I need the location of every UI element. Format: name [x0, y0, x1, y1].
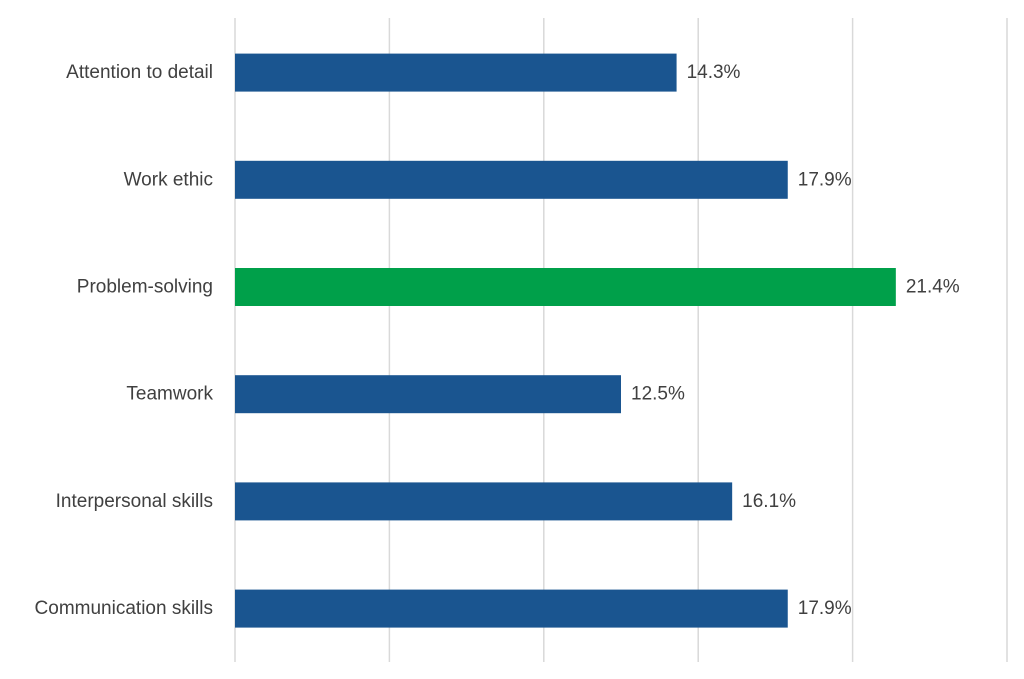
gridlines	[234, 18, 1008, 662]
bar-2	[235, 268, 896, 306]
category-labels: Attention to detail Work ethic Problem-sol…	[35, 62, 214, 619]
category-label-5: Communication skills	[35, 598, 213, 619]
value-label-5: 17.9%	[798, 598, 852, 619]
category-label-3: Teamwork	[126, 384, 213, 405]
bar-3	[235, 375, 621, 414]
value-label-1: 17.9%	[798, 169, 852, 190]
value-labels: 14.3% 17.9% 21.4% 12.5% 16.1% 17.9%	[631, 62, 960, 619]
category-label-0: Attention to detail	[66, 62, 213, 83]
value-label-2: 21.4%	[906, 277, 960, 298]
value-label-0: 14.3%	[687, 62, 741, 83]
bar-0	[235, 53, 677, 92]
category-label-2: Problem-solving	[77, 277, 213, 298]
bar-4	[235, 482, 733, 521]
bars	[235, 53, 896, 628]
category-label-1: Work ethic	[124, 169, 213, 190]
category-label-4: Interpersonal skills	[56, 491, 213, 512]
bar-5	[235, 589, 788, 628]
value-label-4: 16.1%	[742, 491, 796, 512]
bar-1	[235, 160, 788, 199]
value-label-3: 12.5%	[631, 384, 685, 405]
